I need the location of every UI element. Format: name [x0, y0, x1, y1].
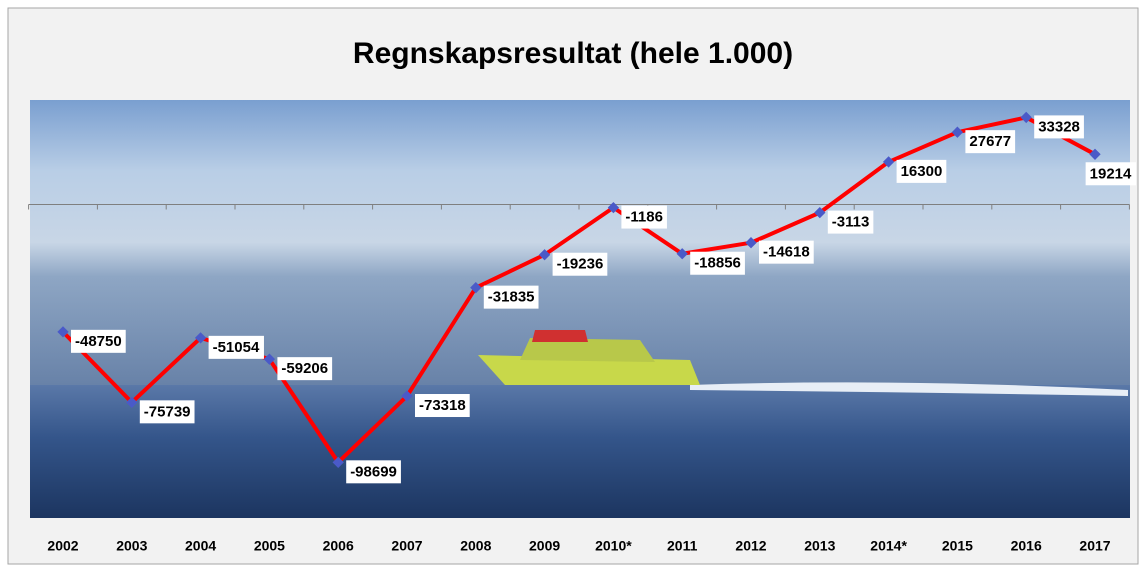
x-tick-label: 2015 [942, 538, 973, 554]
x-tick-label: 2004 [185, 538, 216, 554]
data-label: -18856 [690, 252, 745, 275]
x-tick-label: 2017 [1079, 538, 1110, 554]
data-label-text: -51054 [213, 339, 260, 356]
x-tick-label: 2009 [529, 538, 560, 554]
x-tick-label: 2013 [804, 538, 835, 554]
data-label-text: -14618 [763, 244, 810, 261]
data-label-text: -59206 [281, 360, 328, 377]
x-tick-label: 2007 [391, 538, 422, 554]
data-label-text: -98699 [350, 463, 397, 480]
data-label: 16300 [897, 160, 947, 183]
data-label: 19214 [1086, 162, 1136, 185]
x-tick-label: 2012 [735, 538, 766, 554]
data-label: -73318 [415, 394, 470, 417]
data-label-text: -19236 [557, 256, 604, 273]
x-tick-label: 2016 [1011, 538, 1042, 554]
data-label-text: -75739 [144, 403, 191, 420]
data-label-text: 19214 [1090, 165, 1132, 182]
x-tick-label: 2014* [870, 538, 907, 554]
x-tick-label: 2005 [254, 538, 285, 554]
data-label: -59206 [277, 357, 332, 380]
x-tick-label: 2011 [667, 538, 698, 554]
data-label: 27677 [965, 130, 1015, 153]
chart: Regnskapsresultat (hele 1.000) 2002 2003 2… [0, 0, 1146, 565]
x-tick-label: 2003 [116, 538, 147, 554]
data-label: -51054 [209, 336, 264, 359]
data-label: -1186 [621, 206, 667, 229]
data-label-text: -31835 [488, 289, 535, 306]
data-label: -98699 [346, 460, 401, 483]
data-label-text: -48750 [75, 333, 122, 350]
data-label-text: 33328 [1038, 118, 1080, 135]
x-tick-label: 2008 [460, 538, 491, 554]
data-label: -19236 [553, 253, 608, 276]
data-label-text: -73318 [419, 397, 466, 414]
data-label: -3113 [828, 211, 874, 234]
data-label: -31835 [484, 286, 539, 309]
data-label: 33328 [1034, 115, 1084, 138]
x-tick-label: 2006 [323, 538, 354, 554]
x-tick-label: 2002 [47, 538, 78, 554]
data-label-text: 16300 [901, 163, 943, 180]
data-label-text: -18856 [694, 255, 741, 272]
data-label-text: -3113 [832, 214, 870, 231]
data-label: -75739 [140, 400, 195, 423]
x-tick-label: 2010* [595, 538, 632, 554]
data-label-text: 27677 [969, 133, 1011, 150]
data-label: -14618 [759, 241, 814, 264]
chart-title: Regnskapsresultat (hele 1.000) [353, 37, 793, 70]
photo-sea [30, 385, 1130, 518]
data-label-text: -1186 [625, 209, 663, 226]
boat-top [532, 330, 588, 342]
data-label: -48750 [71, 330, 126, 353]
